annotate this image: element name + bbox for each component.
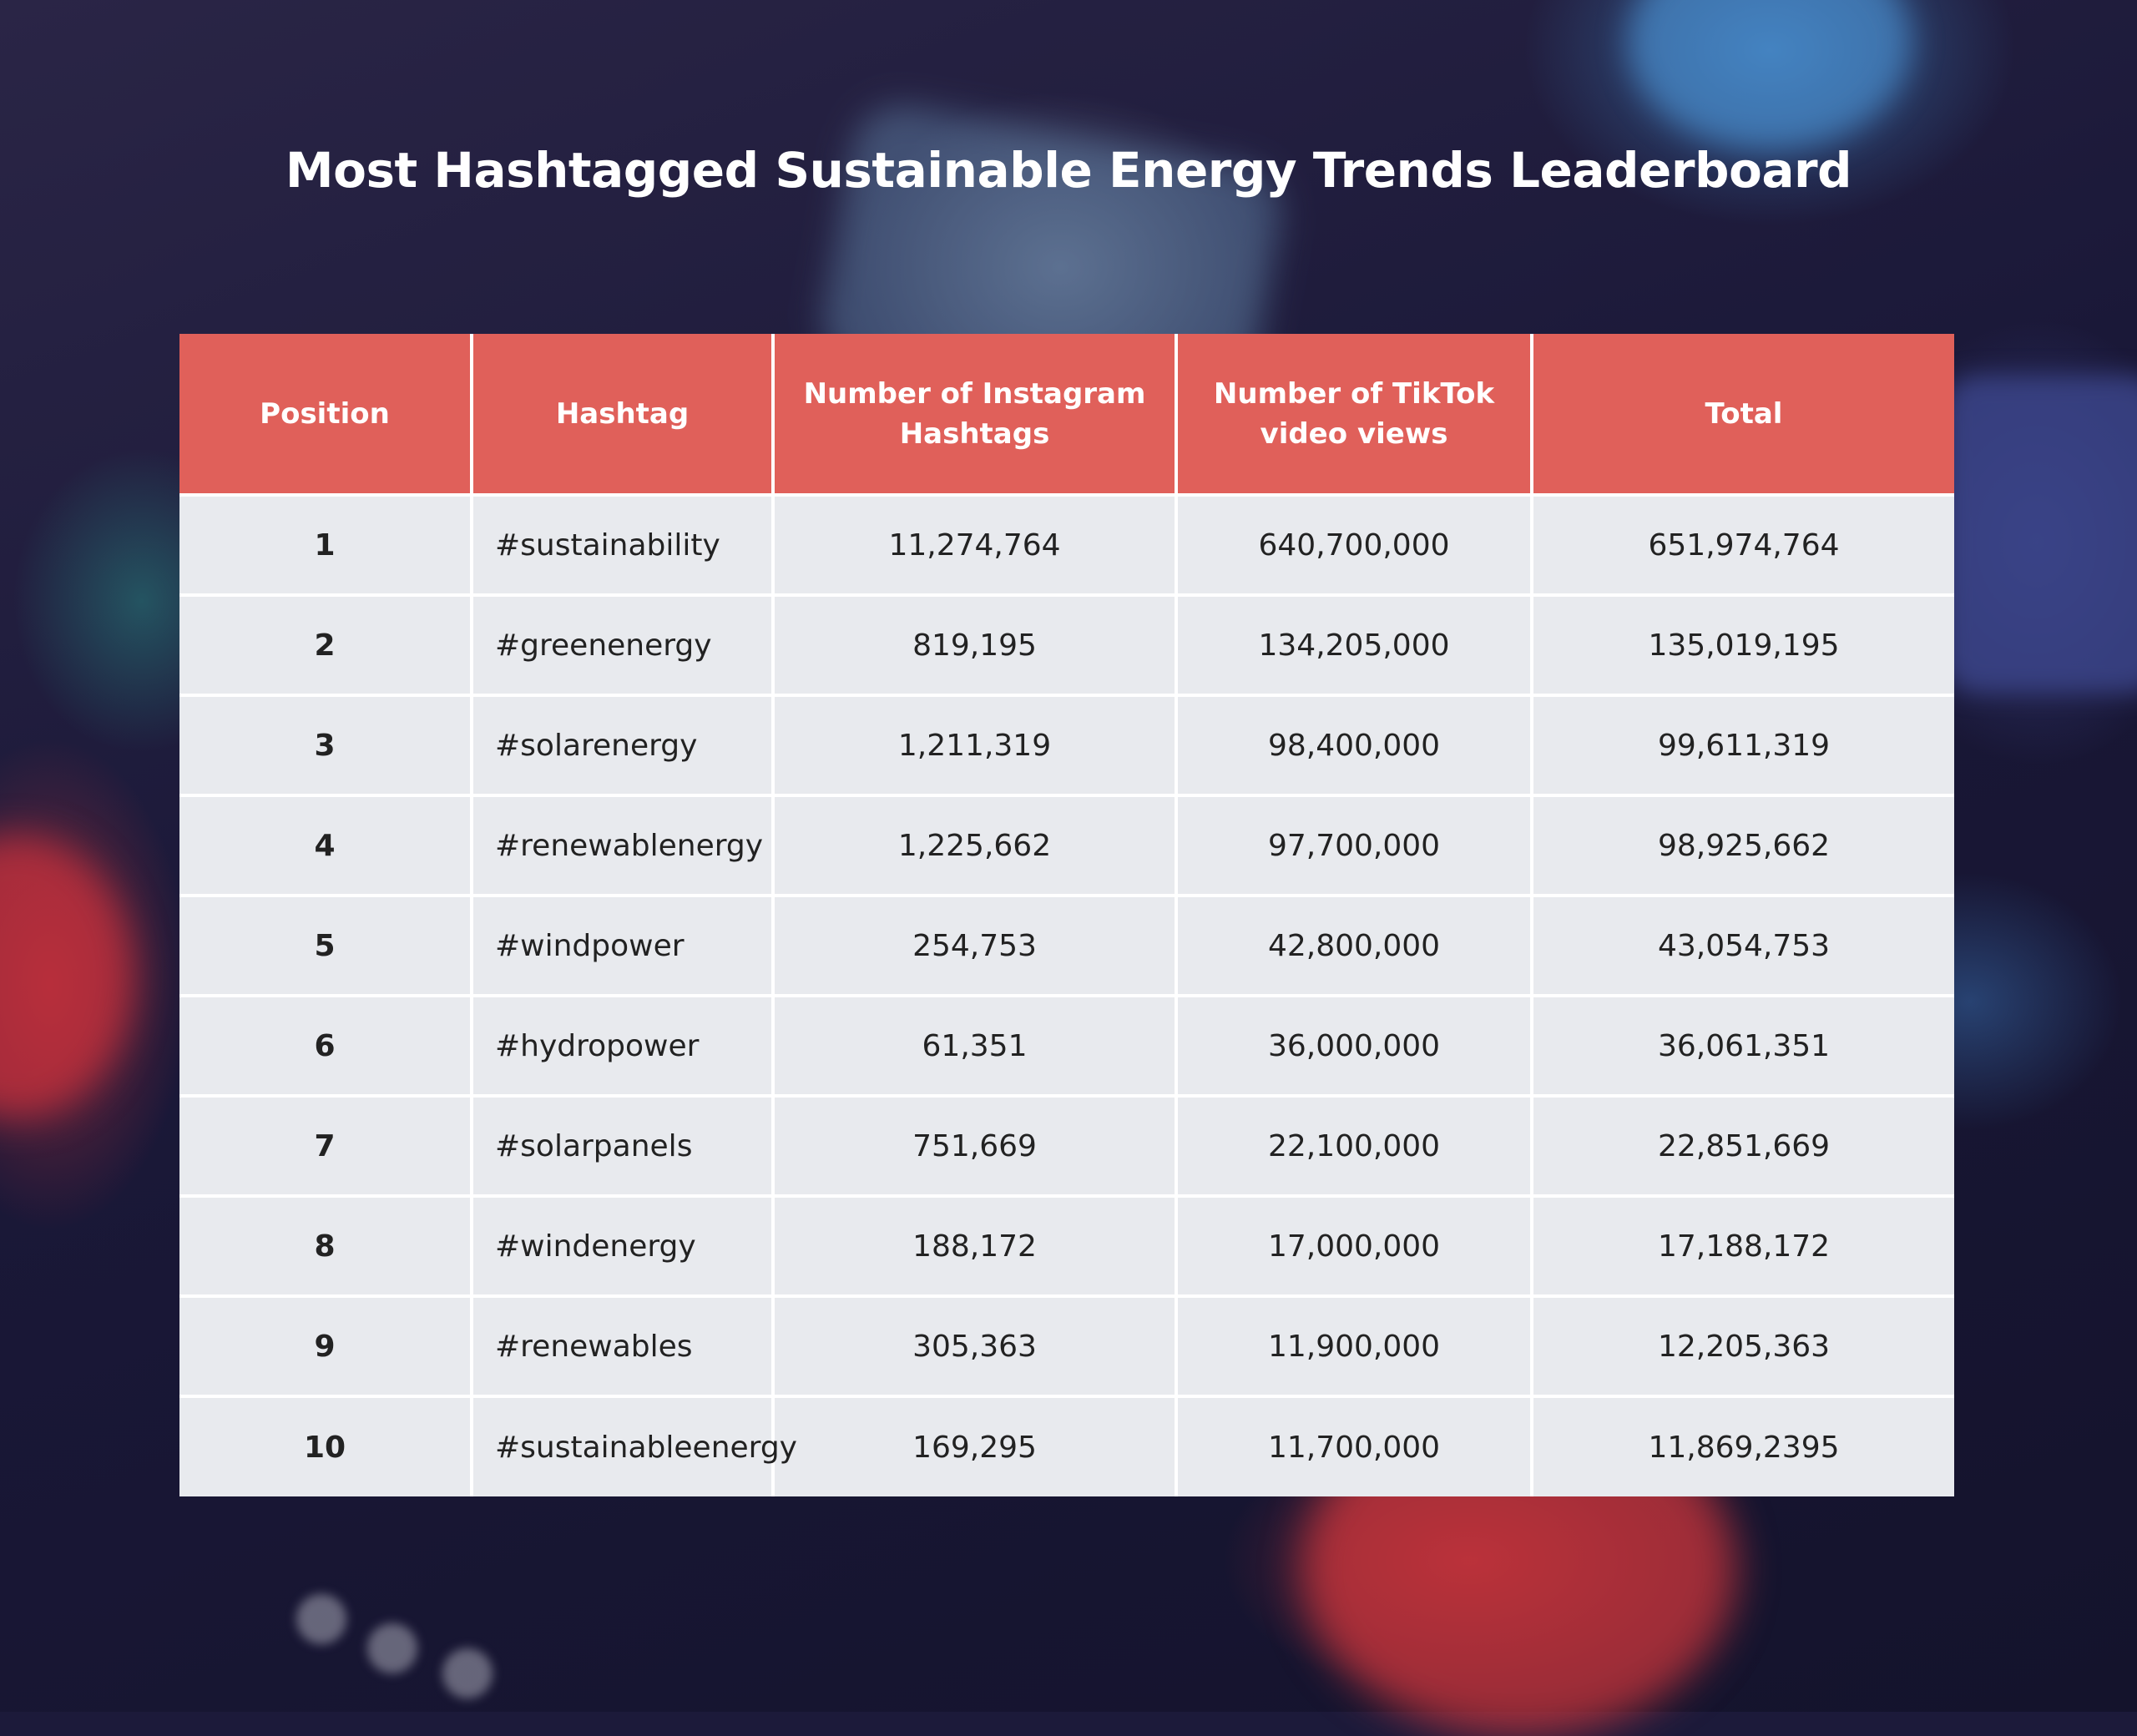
table-row: 8 #windenergy 188,172 17,000,000 17,188,… <box>179 1196 1954 1298</box>
total-cell: 17,188,172 <box>1532 1196 1954 1298</box>
total-cell: 135,019,195 <box>1532 595 1954 697</box>
total-cell: 11,869,2395 <box>1532 1396 1954 1496</box>
tiktok-views-cell: 42,800,000 <box>1176 896 1533 997</box>
total-cell: 43,054,753 <box>1532 896 1954 997</box>
chart-title: Most Hashtagged Sustainable Energy Trend… <box>285 142 1852 199</box>
hashtag-cell: #renewables <box>472 1296 775 1398</box>
tiktok-views-cell: 36,000,000 <box>1176 996 1533 1098</box>
table-row: 1 #sustainability 11,274,764 640,700,000… <box>179 495 1954 597</box>
position-cell: 4 <box>179 795 473 897</box>
total-cell: 98,925,662 <box>1532 795 1954 897</box>
hashtag-cell: #renewablenergy <box>472 795 775 897</box>
position-cell: 2 <box>179 595 473 697</box>
instagram-count-cell: 61,351 <box>773 996 1178 1098</box>
table-row: 10 #sustainableenergy 169,295 11,700,000… <box>179 1396 1954 1496</box>
instagram-count-cell: 169,295 <box>773 1396 1178 1496</box>
total-cell: 22,851,669 <box>1532 1096 1954 1198</box>
table-row: 5 #windpower 254,753 42,800,000 43,054,7… <box>179 896 1954 997</box>
table-row: 6 #hydropower 61,351 36,000,000 36,061,3… <box>179 996 1954 1098</box>
tiktok-views-cell: 11,700,000 <box>1176 1396 1533 1496</box>
tiktok-views-cell: 22,100,000 <box>1176 1096 1533 1198</box>
tiktok-views-cell: 17,000,000 <box>1176 1196 1533 1298</box>
instagram-count-cell: 751,669 <box>773 1096 1178 1198</box>
background-red-logo <box>0 835 134 1118</box>
column-header-hashtag: Hashtag <box>472 334 775 497</box>
total-cell: 36,061,351 <box>1532 996 1954 1098</box>
hashtag-cell: #greenenergy <box>472 595 775 697</box>
instagram-count-cell: 819,195 <box>773 595 1178 697</box>
instagram-count-cell: 188,172 <box>773 1196 1178 1298</box>
table-row: 3 #solarenergy 1,211,319 98,400,000 99,6… <box>179 695 1954 797</box>
position-cell: 9 <box>179 1296 473 1398</box>
hashtag-cell: #hydropower <box>472 996 775 1098</box>
background-dot <box>367 1623 417 1673</box>
background-skype-logo <box>1628 0 1912 150</box>
table-row: 9 #renewables 305,363 11,900,000 12,205,… <box>179 1296 1954 1398</box>
position-cell: 7 <box>179 1096 473 1198</box>
hashtag-cell: #windpower <box>472 896 775 997</box>
column-header-instagram-hashtags: Number of Instagram Hashtags <box>773 334 1178 497</box>
position-cell: 8 <box>179 1196 473 1298</box>
background-dot <box>296 1594 346 1644</box>
hashtag-cell: #windenergy <box>472 1196 775 1298</box>
instagram-count-cell: 1,211,319 <box>773 695 1178 797</box>
total-cell: 99,611,319 <box>1532 695 1954 797</box>
instagram-count-cell: 11,274,764 <box>773 495 1178 597</box>
column-header-total: Total <box>1532 334 1954 497</box>
column-header-tiktok-views: Number of TikTok video views <box>1176 334 1533 497</box>
position-cell: 3 <box>179 695 473 797</box>
position-cell: 6 <box>179 996 473 1098</box>
background-dot <box>442 1648 493 1698</box>
hashtag-cell: #sustainability <box>472 495 775 597</box>
hashtag-cell: #sustainableenergy <box>472 1396 797 1496</box>
table-row: 4 #renewablenergy 1,225,662 97,700,000 9… <box>179 795 1954 897</box>
instagram-count-cell: 254,753 <box>773 896 1178 997</box>
tiktok-views-cell: 97,700,000 <box>1176 795 1533 897</box>
total-cell: 651,974,764 <box>1532 495 1954 597</box>
position-cell: 10 <box>179 1396 473 1496</box>
table-row: 7 #solarpanels 751,669 22,100,000 22,851… <box>179 1096 1954 1198</box>
header-row: Position Hashtag Number of Instagram Has… <box>179 334 1954 497</box>
instagram-count-cell: 305,363 <box>773 1296 1178 1398</box>
background-tumblr-logo <box>1945 376 2137 693</box>
column-header-position: Position <box>179 334 473 497</box>
tiktok-views-cell: 11,900,000 <box>1176 1296 1533 1398</box>
tiktok-views-cell: 640,700,000 <box>1176 495 1533 597</box>
tiktok-views-cell: 134,205,000 <box>1176 595 1533 697</box>
position-cell: 1 <box>179 495 473 597</box>
instagram-count-cell: 1,225,662 <box>773 795 1178 897</box>
table-row: 2 #greenenergy 819,195 134,205,000 135,0… <box>179 595 1954 697</box>
total-cell: 12,205,363 <box>1532 1296 1954 1398</box>
position-cell: 5 <box>179 896 473 997</box>
tiktok-views-cell: 98,400,000 <box>1176 695 1533 797</box>
hashtag-cell: #solarenergy <box>472 695 775 797</box>
hashtag-cell: #solarpanels <box>472 1096 775 1198</box>
leaderboard-table: Position Hashtag Number of Instagram Has… <box>179 334 1954 1496</box>
